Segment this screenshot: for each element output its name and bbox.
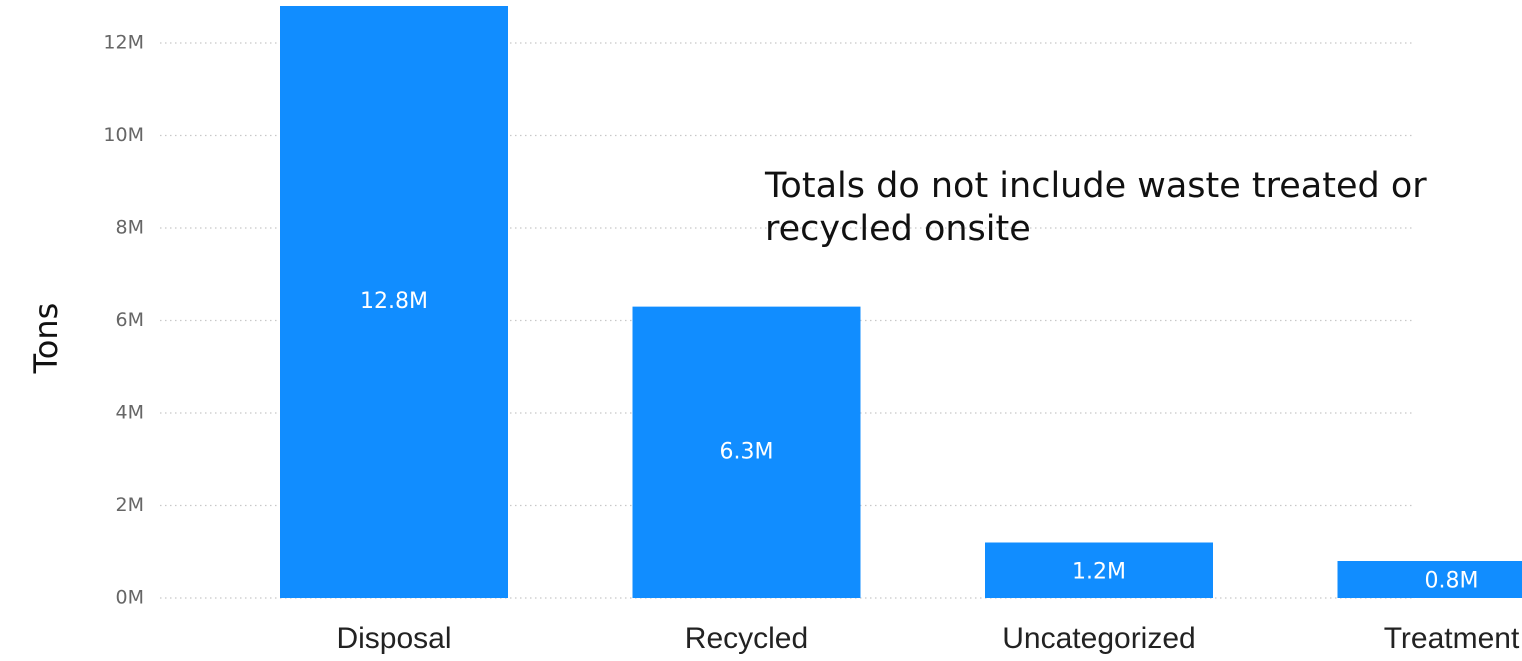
data-label: 12.8M [360, 289, 428, 314]
bar [985, 542, 1213, 598]
x-category-label: Disposal [336, 622, 451, 655]
y-axis-ticks: 0M 2M 4M 6M 8M 10M 12M [103, 32, 144, 609]
y-axis-title: Tons [27, 303, 65, 375]
y-tick-label: 4M [116, 402, 144, 424]
y-tick-label: 12M [103, 32, 144, 54]
annotation-line-2: recycled onsite [765, 209, 1031, 249]
y-tick-label: 2M [116, 494, 144, 516]
data-label: 0.8M [1425, 569, 1479, 594]
y-tick-label: 0M [116, 587, 144, 609]
x-category-label: Treatment [1384, 622, 1520, 655]
data-label: 6.3M [720, 439, 774, 464]
y-tick-label: 6M [116, 309, 144, 331]
bar [280, 6, 508, 598]
x-axis-categories: Disposal Recycled Uncategorized Treatment [336, 622, 1519, 655]
bar [632, 306, 861, 598]
y-tick-label: 10M [103, 124, 144, 146]
x-category-label: Uncategorized [1002, 622, 1195, 655]
y-tick-label: 8M [116, 217, 144, 239]
x-category-label: Recycled [685, 622, 808, 655]
data-label: 1.2M [1072, 559, 1126, 584]
bar [1337, 561, 1522, 598]
annotation-line-1: Totals do not include waste treated or [764, 166, 1427, 206]
bars [280, 6, 1522, 598]
data-labels: 12.8M 6.3M 1.2M 0.8M [360, 289, 1478, 594]
